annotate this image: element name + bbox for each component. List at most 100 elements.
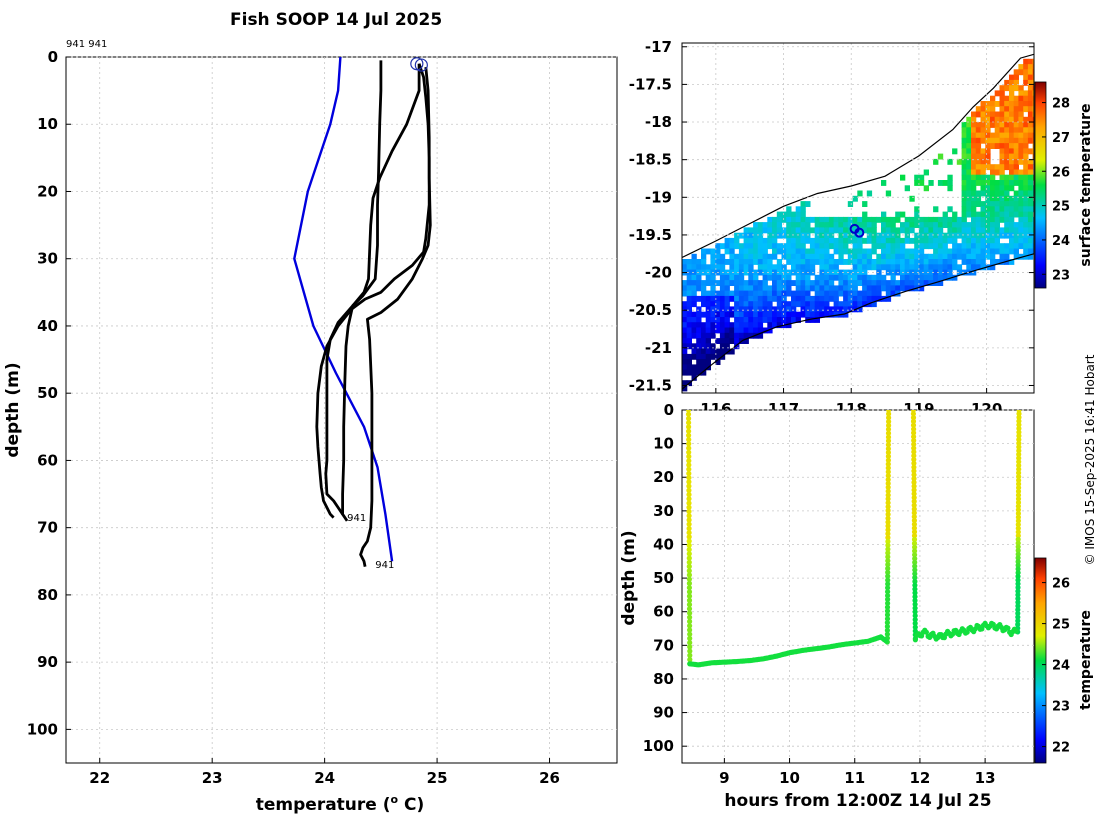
sst-cell <box>933 237 939 244</box>
left-y-tick-label: 10 <box>37 115 58 133</box>
cast-2-point <box>885 519 891 525</box>
sst-cell <box>824 237 830 244</box>
sst-cell <box>762 227 768 234</box>
sst-cell <box>748 269 754 276</box>
sst-cell <box>729 248 735 255</box>
sst-cell <box>715 306 721 313</box>
sst-cell <box>933 269 939 276</box>
sst-cell <box>843 232 849 239</box>
cast-1-point <box>686 508 692 515</box>
sst-cell <box>762 327 768 334</box>
sst-cell <box>729 259 735 265</box>
time-y-tick-label: 100 <box>643 737 674 755</box>
sst-cell <box>975 111 982 118</box>
sst-cell <box>729 243 735 250</box>
sst-cell <box>966 253 972 260</box>
sst-cell <box>994 216 1000 223</box>
cast-1-point <box>686 504 692 510</box>
cast-2-point <box>885 473 891 479</box>
sst-cell <box>781 317 787 323</box>
sst-cell <box>933 227 939 234</box>
sst-cell <box>1018 116 1024 123</box>
sst-cell <box>715 301 721 308</box>
sst-cell <box>786 253 792 260</box>
sst-cell <box>847 222 854 228</box>
sst-cell <box>743 327 749 334</box>
sst-cell <box>975 264 982 271</box>
sst-cell <box>724 237 730 244</box>
sst-cell <box>1032 185 1034 192</box>
cast-3-point <box>911 491 917 497</box>
sst-cell <box>1013 227 1019 234</box>
sst-cell <box>701 359 707 365</box>
sst-cell <box>952 274 958 281</box>
cast-3-point <box>912 624 918 630</box>
sst-cell <box>871 264 877 271</box>
sst-cell <box>966 132 972 139</box>
sst-cell <box>781 280 787 286</box>
sst-cell <box>914 264 920 271</box>
sst-cell <box>990 95 996 102</box>
sst-cell <box>701 343 707 350</box>
sst-cell <box>767 237 773 244</box>
sst-cell <box>871 285 877 292</box>
sst-cell <box>795 280 801 286</box>
cast-4-point <box>1016 425 1022 432</box>
sst-cell <box>838 248 844 255</box>
cast-4-point <box>1016 433 1022 439</box>
left-x-tick-label: 24 <box>314 769 335 787</box>
sst-cell <box>871 222 877 228</box>
sst-cell <box>715 317 721 323</box>
sst-cell <box>1027 206 1034 213</box>
map-y-tick-label: -20.5 <box>629 301 672 319</box>
sst-cell <box>819 311 825 318</box>
sst-cell <box>1009 143 1015 149</box>
sst-cell <box>701 311 707 318</box>
sst-cell <box>971 211 977 218</box>
sst-cell <box>999 101 1005 107</box>
cast-2-point <box>885 430 892 436</box>
sst-cell <box>881 222 887 228</box>
cast-2-point <box>885 480 891 487</box>
sst-cell <box>852 295 858 302</box>
sst-cell <box>947 158 953 165</box>
sst-cell <box>686 353 692 360</box>
sst-cell <box>985 127 991 134</box>
sst-cell <box>729 253 735 260</box>
cast-4-point <box>1015 562 1021 568</box>
cast-2-point <box>885 434 892 440</box>
sst-cell <box>701 364 707 371</box>
sst-cell <box>738 306 745 313</box>
sst-cell <box>776 285 783 292</box>
sst-cell <box>791 243 797 250</box>
sst-cell <box>928 253 934 260</box>
sst-cell <box>781 216 787 223</box>
sst-cell <box>1009 95 1015 102</box>
cast-4-point <box>1015 610 1021 617</box>
sst-cell <box>748 280 754 286</box>
sst-cell <box>738 232 745 239</box>
sst-cell <box>904 216 910 223</box>
sst-cell <box>876 237 882 244</box>
sst-cell <box>724 248 730 255</box>
sst-cell <box>757 269 764 276</box>
sst-cell <box>994 180 1000 186</box>
sst-cell <box>1013 74 1019 81</box>
sst-cell <box>819 259 825 265</box>
sst-cell <box>838 222 844 228</box>
sst-cell <box>757 280 764 286</box>
sst-cell <box>838 227 844 234</box>
time-y-tick-label: 70 <box>653 636 674 654</box>
sst-cell <box>862 280 868 286</box>
sst-cell <box>767 274 773 281</box>
cast-4-point <box>1015 581 1021 587</box>
sst-cell <box>937 232 944 239</box>
sst-cell <box>857 301 863 308</box>
sst-cell <box>900 227 906 234</box>
cast-4-point <box>1015 618 1021 624</box>
sst-cell <box>805 285 811 292</box>
sst-cell <box>795 274 801 281</box>
sst-cell <box>847 216 854 223</box>
sst-cell <box>724 322 730 329</box>
cast-4-point <box>1015 592 1021 598</box>
